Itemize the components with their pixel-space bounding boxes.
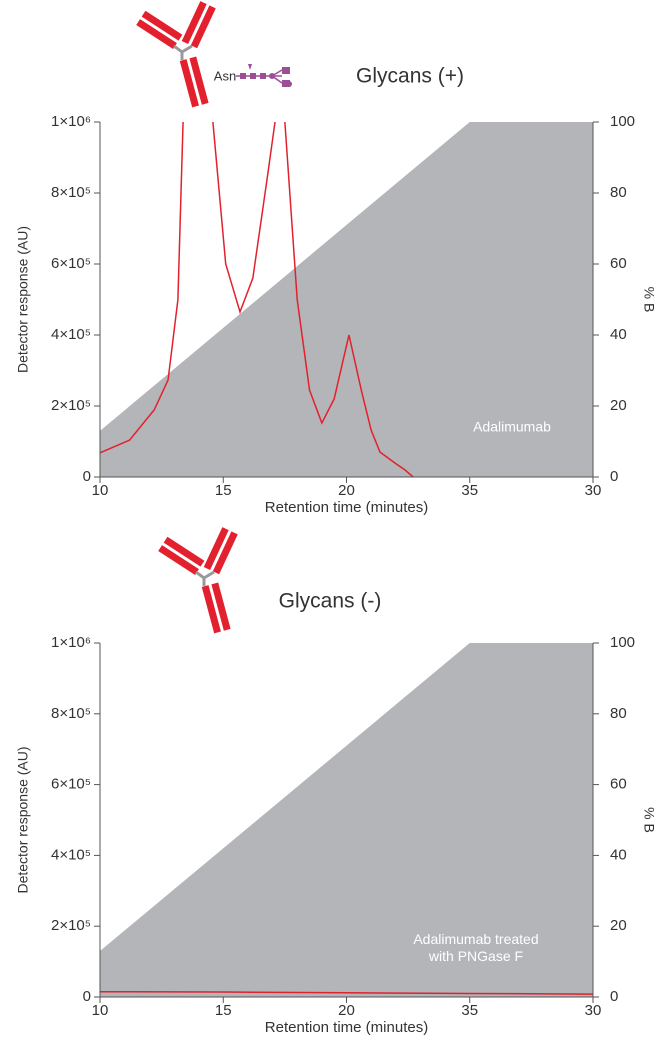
- x-axis-label: Retention time (minutes): [265, 1019, 428, 1036]
- annotation: Adalimumab treated with PNGase F: [413, 931, 538, 964]
- y2-tick-label: 60: [610, 255, 627, 272]
- y2-tick-label: 20: [610, 397, 627, 414]
- y2-tick-label: 20: [610, 917, 627, 934]
- y2-axis-label: % B: [641, 287, 657, 313]
- annotation: Adalimumab: [473, 419, 551, 435]
- x-tick-label: 15: [215, 482, 232, 499]
- x-tick-label: 35: [461, 482, 478, 499]
- y-axis-label: Detector response (AU): [15, 746, 31, 893]
- y-tick-label: 1×10⁶: [51, 113, 91, 130]
- y-tick-label: 8×10⁵: [51, 184, 91, 201]
- glycan-icon: [236, 64, 292, 87]
- y-tick-label: 4×10⁵: [51, 326, 91, 343]
- antibody-icon: [158, 527, 238, 634]
- y-tick-label: 2×10⁵: [51, 397, 91, 414]
- y2-axis-label: % B: [641, 807, 657, 833]
- x-axis-label: Retention time (minutes): [265, 499, 428, 516]
- y-tick-label: 0: [83, 468, 91, 485]
- x-tick-label: 20: [338, 1002, 355, 1019]
- y-tick-label: 1×10⁶: [51, 634, 91, 651]
- y-tick-label: 0: [83, 988, 91, 1005]
- y2-tick-label: 80: [610, 184, 627, 201]
- gradient-area: [100, 643, 593, 997]
- trace-line: [100, 122, 414, 477]
- y2-tick-label: 40: [610, 326, 627, 343]
- gradient-area: [100, 122, 593, 477]
- trace-line: [100, 990, 593, 995]
- y-tick-label: 6×10⁵: [51, 776, 91, 793]
- y-tick-label: 6×10⁵: [51, 255, 91, 272]
- y2-tick-label: 40: [610, 846, 627, 863]
- y2-tick-label: 0: [610, 988, 618, 1005]
- glycan-label: Asn: [214, 68, 236, 83]
- y-tick-label: 8×10⁵: [51, 705, 91, 722]
- x-tick-label: 10: [92, 1002, 109, 1019]
- chart-title: Glycans (+): [356, 65, 464, 88]
- y-tick-label: 2×10⁵: [51, 917, 91, 934]
- y2-tick-label: 0: [610, 468, 618, 485]
- x-tick-label: 30: [585, 1002, 602, 1019]
- y2-tick-label: 80: [610, 705, 627, 722]
- y-axis-label: Detector response (AU): [15, 226, 31, 373]
- y-tick-label: 4×10⁵: [51, 846, 91, 863]
- x-tick-label: 35: [461, 1002, 478, 1019]
- y2-tick-label: 100: [610, 634, 635, 651]
- chart-title: Glycans (-): [279, 590, 382, 613]
- x-tick-label: 30: [585, 482, 602, 499]
- antibody-icon: [136, 1, 216, 108]
- x-tick-label: 15: [215, 1002, 232, 1019]
- x-tick-label: 20: [338, 482, 355, 499]
- y2-tick-label: 100: [610, 113, 635, 130]
- y2-tick-label: 60: [610, 776, 627, 793]
- x-tick-label: 10: [92, 482, 109, 499]
